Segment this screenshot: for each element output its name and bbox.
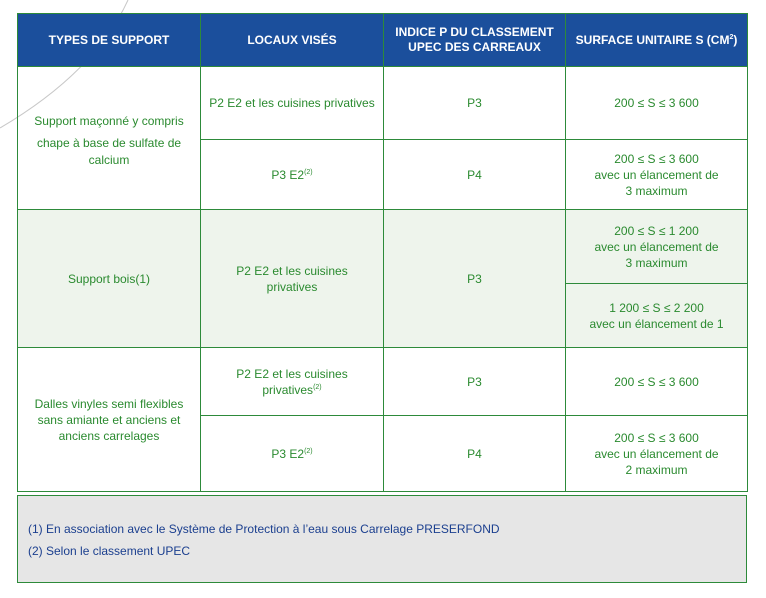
surface-cell: 1 200 ≤ S ≤ 2 200 avec un élancement de … <box>565 283 748 348</box>
support-cell: Support maçonné y compris chape à base d… <box>17 66 201 210</box>
table-row: P3 E2(2) P4 200 ≤ S ≤ 3 600 avec un élan… <box>18 139 748 210</box>
surface-line: 2 maximum <box>625 462 688 477</box>
header-indice-line2: UPEC DES CARREAUX <box>408 40 541 54</box>
surface-cell: 200 ≤ S ≤ 1 200 avec un élancement de 3 … <box>565 209 748 284</box>
locaux-line: P2 E2 et les cuisines <box>236 263 348 278</box>
support-line: Support maçonné y compris <box>34 114 184 128</box>
footnote-1: (1) En association avec le Système de Pr… <box>28 522 500 536</box>
surface-cell: 200 ≤ S ≤ 3 600 avec un élancement de 3 … <box>565 139 748 210</box>
surface-line: avec un élancement de <box>594 167 719 182</box>
support-line: anciens carrelages <box>58 428 160 443</box>
support-line: calcium <box>88 153 130 167</box>
surface-line: 3 maximum <box>625 255 688 270</box>
locaux-line: P2 E2 et les cuisines <box>236 366 348 381</box>
table-row: Support maçonné y compris chape à base d… <box>17 66 748 210</box>
table-row: Support bois(1) P2 E2 et les cuisines pr… <box>17 209 748 348</box>
support-cell: Support bois(1) <box>17 209 201 348</box>
locaux-text: P3 E2 <box>271 446 305 461</box>
surface-line: avec un élancement de <box>594 446 719 461</box>
footnote-2: (2) Selon le classement UPEC <box>28 544 191 558</box>
locaux-text: P3 E2 <box>271 167 305 182</box>
footnote-ref: (2) <box>313 383 322 391</box>
indice-cell: P3 <box>383 347 566 416</box>
header-locaux-vises: LOCAUX VISÉS <box>200 13 384 67</box>
support-cell: Dalles vinyles semi flexibles sans amian… <box>17 347 201 492</box>
support-line: Dalles vinyles semi flexibles <box>34 396 184 411</box>
header-surface-text: SURFACE UNITAIRE S (CM <box>575 32 730 47</box>
indice-cell: P4 <box>383 415 566 492</box>
surface-line: 1 200 ≤ S ≤ 2 200 <box>609 300 704 315</box>
support-line: chape à base de sulfate de <box>36 136 182 150</box>
upec-table: TYPES DE SUPPORT LOCAUX VISÉS INDICE P D… <box>17 13 748 492</box>
footnote-ref: (2) <box>304 168 313 176</box>
footnote-ref: (2) <box>304 447 313 455</box>
indice-cell: P4 <box>383 139 566 210</box>
locaux-cell: P2 E2 et les cuisines privatives <box>200 209 384 348</box>
locaux-line: privatives <box>262 382 314 397</box>
locaux-line: privatives <box>266 279 318 294</box>
header-surface-unitaire: SURFACE UNITAIRE S (CM2) <box>565 13 748 67</box>
surface-line: avec un élancement de <box>594 239 719 254</box>
footnotes-box: (1) En association avec le Système de Pr… <box>17 495 747 583</box>
header-surface-end: ) <box>733 32 738 47</box>
locaux-cell: P2 E2 et les cuisines privatives <box>200 66 384 140</box>
table-row: 1 200 ≤ S ≤ 2 200 avec un élancement de … <box>18 283 748 348</box>
surface-cell: 200 ≤ S ≤ 3 600 avec un élancement de 2 … <box>565 415 748 492</box>
header-indice-line1: INDICE P DU CLASSEMENT <box>395 25 554 39</box>
locaux-cell: P3 E2(2) <box>200 139 384 210</box>
table-row: P3 E2(2) P4 200 ≤ S ≤ 3 600 avec un élan… <box>18 415 748 492</box>
locaux-cell: P3 E2(2) <box>200 415 384 492</box>
table-row: Dalles vinyles semi flexibles sans amian… <box>17 347 748 492</box>
surface-line: 3 maximum <box>625 183 688 198</box>
indice-cell: P3 <box>383 209 566 348</box>
support-line: sans amiante et anciens et <box>37 412 181 427</box>
header-indice-p: INDICE P DU CLASSEMENT UPEC DES CARREAUX <box>383 13 566 67</box>
surface-cell: 200 ≤ S ≤ 3 600 <box>565 66 748 140</box>
table-header-row: TYPES DE SUPPORT LOCAUX VISÉS INDICE P D… <box>17 13 748 67</box>
header-surface-sup: 2 <box>729 33 734 41</box>
surface-line: 200 ≤ S ≤ 1 200 <box>614 223 699 238</box>
surface-line: 200 ≤ S ≤ 3 600 <box>614 430 699 445</box>
locaux-cell: P2 E2 et les cuisines privatives(2) <box>200 347 384 416</box>
indice-cell: P3 <box>383 66 566 140</box>
surface-cell: 200 ≤ S ≤ 3 600 <box>565 347 748 416</box>
header-types-support: TYPES DE SUPPORT <box>17 13 201 67</box>
surface-line: 200 ≤ S ≤ 3 600 <box>614 151 699 166</box>
surface-line: avec un élancement de 1 <box>589 316 724 331</box>
